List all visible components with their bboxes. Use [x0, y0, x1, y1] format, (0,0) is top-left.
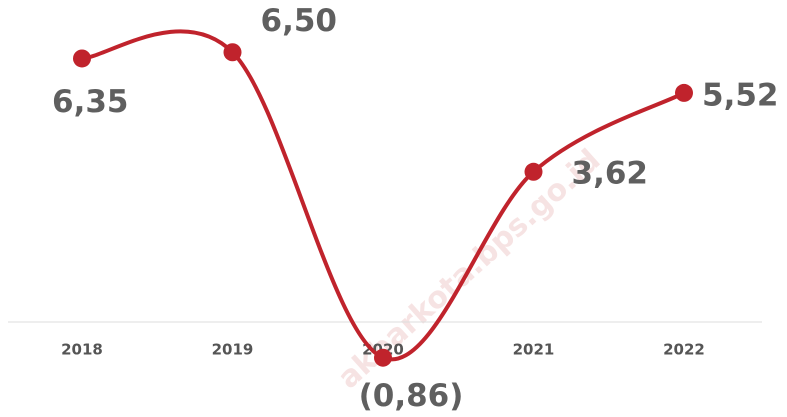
x-tick-label: 2018 — [61, 341, 103, 359]
x-tick-label: 2022 — [663, 341, 705, 359]
point — [73, 49, 91, 68]
value-label: 3,62 — [572, 155, 649, 191]
point — [675, 83, 693, 102]
value-label: 6,35 — [52, 84, 129, 120]
x-tick-label: 2021 — [513, 341, 555, 359]
x-tick-label: 2019 — [212, 341, 254, 359]
value-label: 6,50 — [261, 3, 338, 39]
point — [374, 348, 392, 367]
value-label: (0,86) — [359, 378, 464, 414]
line — [81, 29, 685, 362]
point — [223, 43, 242, 62]
value-label: 5,52 — [702, 77, 779, 113]
point — [524, 162, 543, 181]
